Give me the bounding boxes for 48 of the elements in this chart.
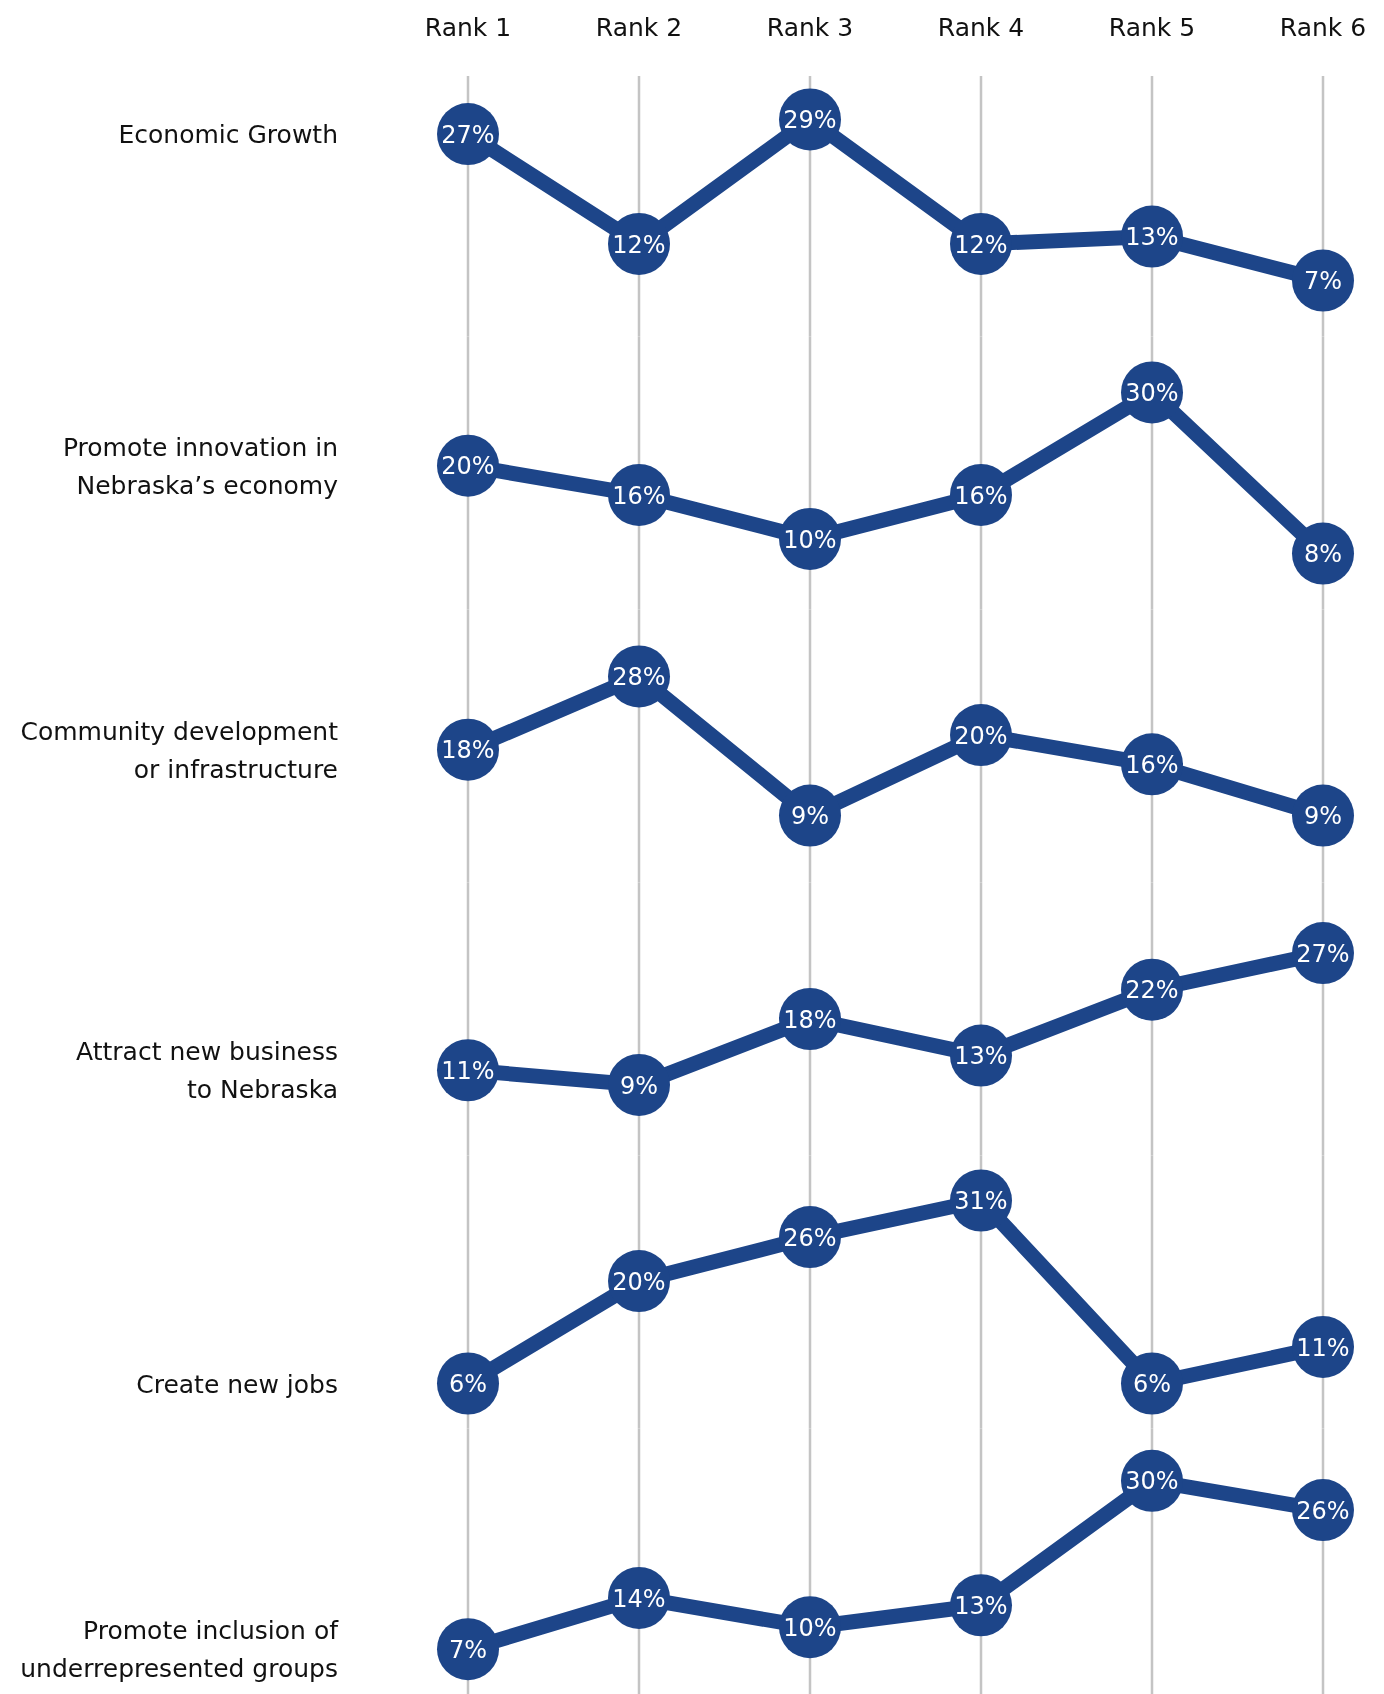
data-label: 31% [954, 1187, 1008, 1216]
text: Attract new business to Nebraska [76, 1037, 338, 1105]
data-label: 6% [448, 1370, 488, 1399]
x-tick-label: Rank 3 [766, 13, 854, 42]
data-label: 20% [441, 452, 495, 481]
text: Promote inclusion of underrepresented groups [20, 1616, 340, 1684]
data-label: 14% [612, 1584, 666, 1613]
x-tick-label: Rank 5 [1108, 13, 1196, 42]
data-label: 16% [954, 481, 1008, 510]
data-label: 22% [1125, 976, 1179, 1005]
data-label: 8% [1303, 540, 1343, 569]
data-label: 18% [441, 736, 495, 765]
text: Promote innovation in Nebraska’s economy [62, 432, 339, 500]
data-label: 10% [783, 1613, 837, 1642]
data-label: 12% [954, 230, 1008, 259]
text: Create new jobs [136, 1369, 338, 1399]
data-label: 30% [1125, 379, 1179, 408]
x-tick-label: Rank 1 [424, 13, 512, 42]
data-label: 9% [790, 802, 830, 831]
x-tick-label: Rank 6 [1279, 13, 1367, 42]
data-label: 18% [783, 1005, 837, 1034]
data-label: 26% [783, 1223, 837, 1252]
data-label: 6% [1132, 1370, 1172, 1399]
data-label: 7% [1303, 267, 1343, 296]
data-label: 11% [1296, 1333, 1350, 1362]
data-label: 20% [954, 721, 1008, 750]
data-label: 28% [612, 663, 666, 692]
data-label: 27% [1296, 939, 1350, 968]
data-label: 13% [954, 1591, 1008, 1620]
data-label: 16% [1125, 750, 1179, 779]
data-label: 13% [954, 1042, 1008, 1071]
data-label: 9% [1303, 802, 1343, 831]
data-label: 30% [1125, 1467, 1179, 1496]
data-label: 16% [612, 481, 666, 510]
data-label: 20% [612, 1267, 666, 1296]
data-label: 26% [1296, 1496, 1350, 1525]
data-label: 13% [1125, 223, 1179, 252]
x-tick-label: Rank 4 [937, 13, 1025, 42]
data-label: 7% [448, 1635, 488, 1664]
text: Community development or infrastructure [20, 716, 339, 784]
data-label: 10% [783, 525, 837, 554]
x-tick-label: Rank 2 [595, 13, 683, 42]
data-label: 9% [619, 1071, 659, 1100]
data-label: 11% [441, 1056, 495, 1085]
data-label: 27% [441, 120, 495, 149]
data-label: 12% [612, 230, 666, 259]
data-label: 29% [783, 106, 837, 135]
chart-title: Economic Growth [118, 120, 338, 150]
